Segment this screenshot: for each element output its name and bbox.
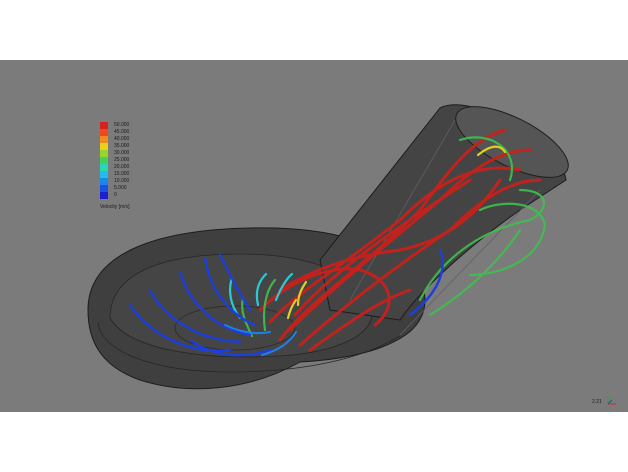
legend-tick-label: 25.000 [114, 157, 130, 163]
legend-color-swatch [100, 143, 108, 150]
streamlines-green [241, 136, 547, 338]
legend-tick-label: 10.000 [114, 178, 130, 184]
3d-viewport[interactable]: ● [0, 60, 628, 412]
legend-title: Velocity [m/s] [100, 204, 130, 210]
legend-tick-label: 50.000 [114, 122, 130, 128]
legend-color-swatch [100, 150, 108, 157]
scale-readout: 2.21 [592, 399, 602, 405]
legend-tick-label: 40.000 [114, 136, 130, 142]
pipe-opening [455, 106, 569, 178]
legend-color-swatch [100, 185, 108, 192]
legend-color-swatch [100, 157, 108, 164]
streamlines-blue [128, 248, 444, 357]
pipe-inner [349, 119, 541, 336]
volute-hub [174, 305, 296, 351]
streamlines-lightblue [224, 324, 297, 356]
axis-triad-icon [607, 396, 616, 405]
legend-tick-label: 20.000 [114, 164, 130, 170]
legend-tick-label: 15.000 [114, 171, 130, 177]
streamlines-red [258, 128, 542, 352]
volute-outline [97, 321, 401, 373]
legend-color-swatch [100, 178, 108, 185]
legend-tick-label: 30.000 [114, 150, 130, 156]
legend-color-swatch [100, 122, 108, 129]
legend-tick-label: 0 [114, 192, 117, 198]
legend-color-swatch [100, 171, 108, 178]
legend-color-swatch [100, 129, 108, 136]
legend-color-swatch [100, 164, 108, 171]
legend-color-swatch [100, 192, 108, 199]
pump-volute-model[interactable] [0, 60, 628, 412]
legend-tick-label: 35.000 [114, 143, 130, 149]
streamlines-yellow [286, 145, 507, 320]
legend-color-swatch [100, 136, 108, 143]
legend-tick-label: 45.000 [114, 129, 130, 135]
legend-tick-label: 5.000 [114, 185, 127, 191]
